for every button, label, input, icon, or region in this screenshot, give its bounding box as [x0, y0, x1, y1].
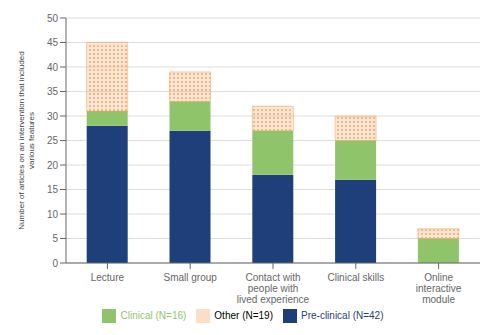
- svg-text:15: 15: [47, 184, 59, 195]
- svg-text:45: 45: [47, 37, 59, 48]
- html-text:Clinical (N=16): Clinical (N=16): [120, 309, 187, 321]
- svg-text:Clinical skills: Clinical skills: [327, 272, 384, 283]
- svg-text:40: 40: [47, 62, 59, 73]
- svg-text:30: 30: [47, 111, 59, 122]
- svg-text:0: 0: [52, 258, 58, 269]
- svg-text:50: 50: [47, 13, 59, 24]
- svg-text:Small group: Small group: [164, 272, 218, 283]
- html-text:Other (N=19): Other (N=19): [214, 309, 273, 321]
- svg-text:5: 5: [52, 233, 58, 244]
- svg-text:20: 20: [47, 160, 59, 171]
- svg-text:35: 35: [47, 86, 59, 97]
- svg-text:Number of articles on an inter: Number of articles on an intervention th…: [17, 51, 36, 229]
- svg-text:Lecture: Lecture: [91, 272, 125, 283]
- html-text:Pre-clinical (N=42): Pre-clinical (N=42): [301, 309, 384, 321]
- svg-text:Contact withpeople withlived e: Contact withpeople withlived experience: [237, 272, 310, 305]
- svg-text:25: 25: [47, 135, 59, 146]
- svg-text:Onlineinteractivemodule: Onlineinteractivemodule: [416, 272, 462, 305]
- svg-text:10: 10: [47, 209, 59, 220]
